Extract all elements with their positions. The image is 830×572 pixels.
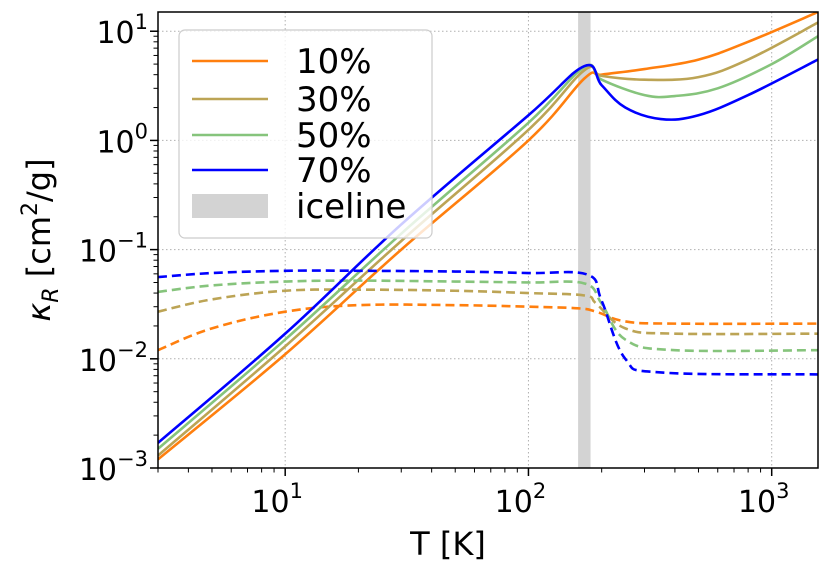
y-tick-label: 10−3 — [79, 447, 148, 488]
plot-frame — [157, 11, 819, 469]
y-tick-exponent: −1 — [117, 229, 148, 253]
series-10-solid-line — [158, 12, 818, 461]
series-30-dashed-line — [158, 288, 818, 336]
x-tick-base: 10 — [495, 485, 533, 520]
series-30-solid-line — [158, 21, 818, 457]
legend: 10%30%50%70%iceline — [178, 29, 433, 239]
y-tick-label: 10−2 — [79, 338, 148, 379]
legend-label-10: 10% — [296, 42, 372, 82]
iceline-band — [578, 12, 591, 468]
legend-box — [178, 29, 433, 239]
series-70-solid-line — [158, 58, 818, 444]
legend-label-70: 70% — [296, 151, 372, 191]
y-tick-exponent: −2 — [117, 338, 148, 362]
y-tick-base: 10 — [96, 16, 134, 51]
series-10-dashed-line — [158, 303, 818, 352]
y-tick-exponent: 1 — [135, 10, 148, 34]
series-70-dashed-line — [158, 269, 818, 376]
y-axis-label: κR [cm2/g] — [18, 158, 64, 321]
x-tick-base: 10 — [738, 485, 776, 520]
y-label-unit: [cm — [20, 216, 58, 287]
series-50-dashed-line — [158, 279, 818, 353]
legend-label-50: 50% — [296, 116, 372, 156]
x-tick-base: 10 — [251, 485, 289, 520]
iceline-band-layer — [578, 12, 591, 468]
y-label-kappa: κ — [20, 303, 58, 322]
axis-ticks — [150, 30, 773, 476]
x-axis-label: T [K] — [409, 525, 486, 563]
legend-swatch-iceline — [192, 194, 268, 218]
y-tick-base: 10 — [79, 235, 117, 270]
y-tick-base: 10 — [96, 125, 134, 160]
y-tick-exponent: −3 — [117, 447, 148, 471]
y-label-unit-close: /g] — [20, 158, 58, 202]
y-tick-base: 10 — [79, 453, 117, 488]
y-label-unit-exponent: 2 — [18, 202, 43, 216]
y-tick-label: 100 — [96, 119, 148, 160]
legend-label-30: 30% — [296, 80, 372, 120]
y-tick-label: 101 — [96, 10, 148, 51]
x-tick-label: 101 — [251, 479, 303, 520]
y-label-subscript: R — [39, 287, 64, 302]
legend-label-iceline: iceline — [296, 187, 406, 227]
y-tick-exponent: 0 — [135, 119, 148, 143]
x-tick-label: 103 — [738, 479, 790, 520]
x-tick-exponent: 3 — [776, 479, 789, 503]
series-layer — [158, 12, 818, 461]
x-tick-exponent: 1 — [290, 479, 303, 503]
y-tick-base: 10 — [79, 344, 117, 379]
x-tick-label: 102 — [495, 479, 547, 520]
y-tick-label: 10−1 — [79, 229, 148, 270]
x-tick-exponent: 2 — [533, 479, 546, 503]
